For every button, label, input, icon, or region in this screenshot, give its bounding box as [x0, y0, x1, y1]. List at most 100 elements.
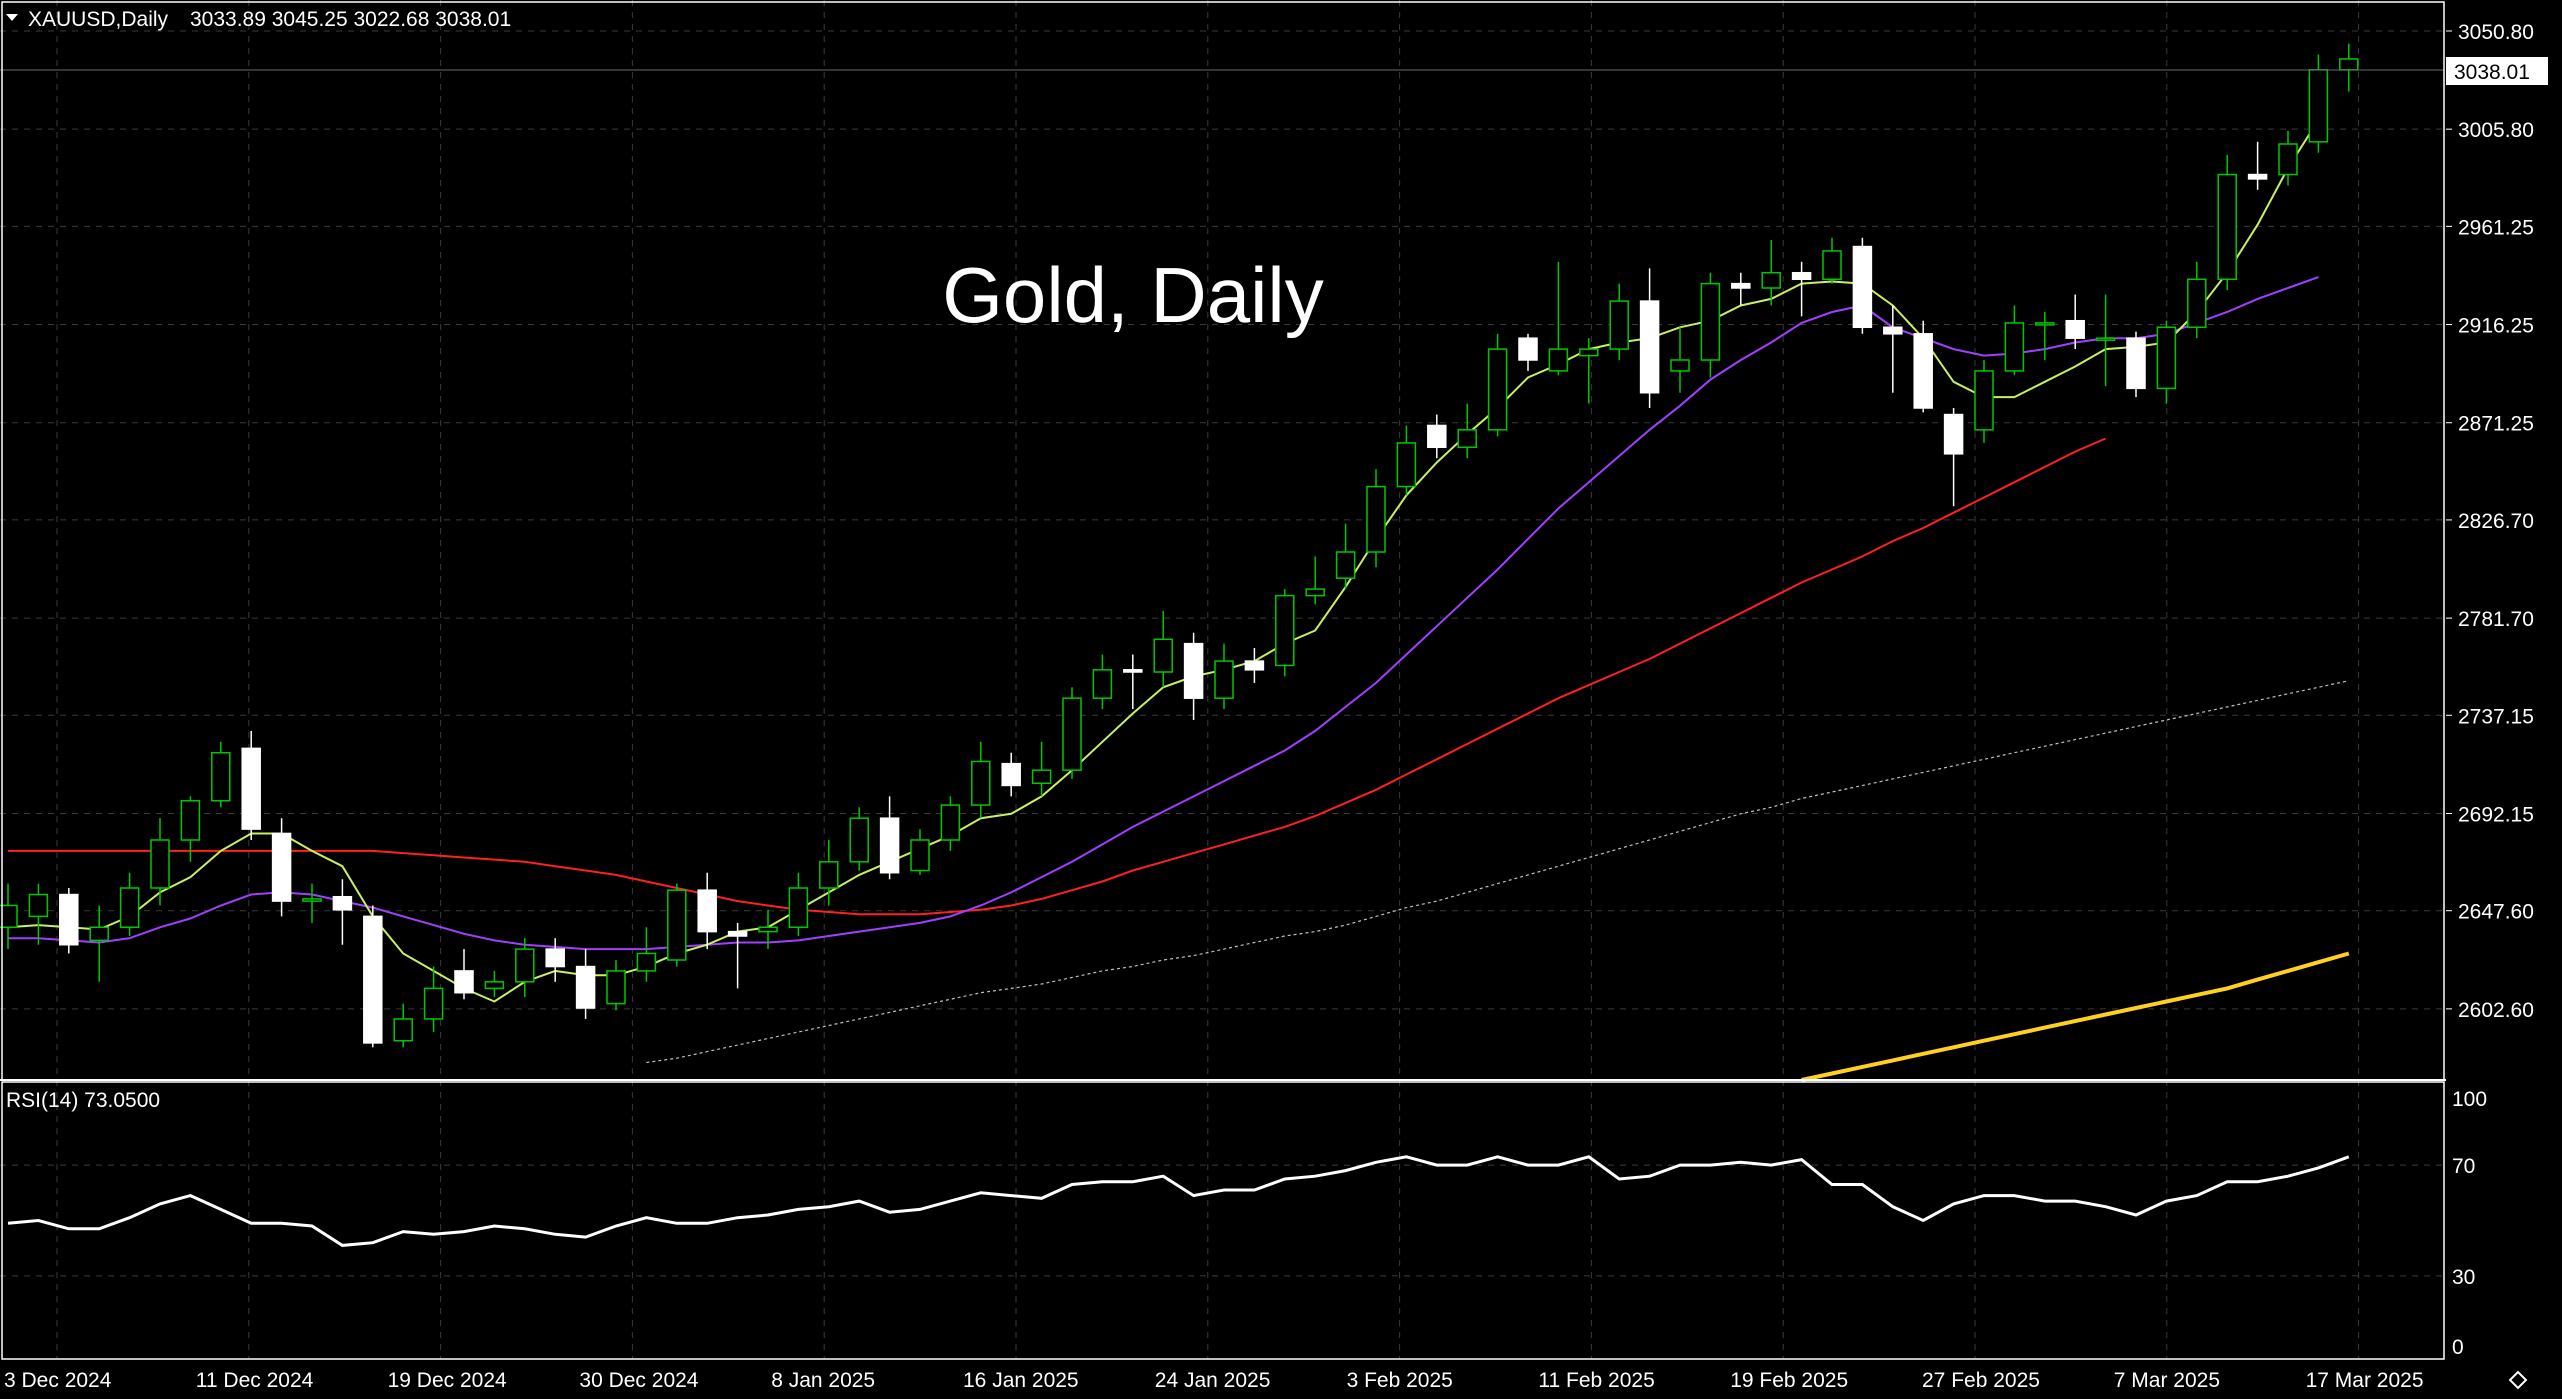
candle — [515, 938, 535, 998]
candle-body — [454, 970, 474, 994]
candle — [1123, 654, 1143, 710]
ma-long-line — [646, 680, 2349, 1064]
candle — [1761, 240, 1781, 306]
candle — [1396, 425, 1417, 496]
candle — [2156, 320, 2177, 404]
candle-body — [393, 1018, 413, 1042]
candle-body — [1791, 271, 1812, 281]
candle-body — [575, 965, 596, 1009]
candle — [1943, 408, 1964, 507]
chevron-down-icon[interactable] — [6, 14, 18, 21]
candle-body — [59, 893, 79, 946]
candle — [1001, 752, 1021, 797]
candle-body — [1852, 245, 1873, 329]
price-tick-label: 2692.15 — [2458, 803, 2534, 826]
candle — [1427, 414, 1447, 459]
candle — [1305, 556, 1325, 605]
candle — [2004, 305, 2025, 376]
candle-body — [0, 904, 18, 929]
candle — [271, 818, 292, 917]
candle — [0, 883, 18, 950]
candle-body — [1609, 300, 1629, 350]
candle-body — [1244, 660, 1265, 671]
candle — [1487, 333, 1508, 437]
candle — [940, 796, 961, 851]
candle-body — [667, 889, 687, 961]
chart-watermark: Gold, Daily — [942, 251, 1323, 339]
rsi-tick-label: 100 — [2452, 1088, 2487, 1111]
price-tick-label: 2602.60 — [2458, 999, 2534, 1022]
candle-body — [1275, 594, 1295, 667]
candle-body — [2217, 173, 2237, 281]
chart-grid — [0, 0, 2446, 1359]
date-tick-label: 3 Dec 2024 — [4, 1369, 112, 1392]
candle — [423, 966, 444, 1032]
candle — [2187, 261, 2207, 339]
candle — [1639, 268, 1660, 408]
ma-200-line — [1801, 951, 2350, 1082]
candle — [1153, 610, 1173, 688]
candle-body — [2339, 58, 2359, 71]
price-tick-label: 2826.70 — [2458, 510, 2534, 533]
last-price-label: 3038.01 — [2454, 61, 2530, 84]
rsi-tick-label: 70 — [2452, 1155, 2475, 1178]
candle — [2278, 130, 2298, 186]
candle — [1214, 643, 1234, 710]
candle — [667, 883, 687, 967]
candle — [332, 879, 353, 945]
candle-body — [1943, 413, 1964, 455]
candle-body — [28, 893, 49, 918]
candle — [849, 807, 869, 871]
candle-body — [119, 887, 140, 929]
candle-body — [1700, 282, 1721, 361]
candle — [1731, 272, 1751, 306]
candle-body — [879, 817, 900, 874]
candle-body — [727, 930, 748, 937]
candle — [59, 888, 79, 954]
candle-body — [2308, 69, 2329, 143]
candle — [1335, 523, 1356, 590]
rsi-tick-label: 0 — [2452, 1336, 2464, 1359]
price-tick-label: 2737.15 — [2458, 705, 2534, 728]
price-tick-label: 2647.60 — [2458, 901, 2534, 924]
candle — [879, 796, 900, 880]
candle — [1548, 261, 1569, 376]
candle-body — [1092, 669, 1113, 699]
candle-body — [241, 747, 261, 830]
candle-body — [1639, 300, 1660, 394]
candle — [2035, 312, 2055, 360]
candle-body — [2126, 337, 2146, 390]
candle-body — [1427, 424, 1447, 449]
candle — [1366, 469, 1386, 568]
rsi-tick-label: 30 — [2452, 1266, 2475, 1289]
candle-body — [1822, 250, 1842, 281]
candle — [150, 818, 170, 906]
date-tick-label: 11 Feb 2025 — [1538, 1369, 1654, 1392]
candle — [1062, 687, 1082, 779]
candle — [727, 922, 748, 989]
candle — [1883, 305, 1903, 393]
candle-body — [849, 817, 869, 863]
candle — [2308, 54, 2329, 153]
candle-body — [211, 751, 231, 802]
candle-body — [971, 760, 991, 806]
date-tick-label: 30 Dec 2024 — [579, 1369, 698, 1392]
moving-averages — [7, 119, 2350, 1082]
candle — [454, 949, 474, 1000]
date-tick-label: 11 Dec 2024 — [196, 1369, 314, 1392]
candle — [1457, 403, 1477, 459]
candle-body — [271, 832, 292, 902]
candle — [363, 905, 383, 1048]
candle — [89, 905, 109, 982]
price-tick-label: 2916.25 — [2458, 315, 2534, 338]
candle-body — [2156, 326, 2177, 390]
candle-body — [1062, 697, 1082, 771]
date-tick-label: 24 Jan 2025 — [1155, 1369, 1271, 1392]
candle-body — [1457, 429, 1477, 449]
candle-body — [1670, 359, 1690, 372]
ma-slow-line — [8, 437, 2106, 916]
price-tick-label: 2961.25 — [2458, 216, 2534, 239]
ma-mid-line — [8, 276, 2319, 951]
